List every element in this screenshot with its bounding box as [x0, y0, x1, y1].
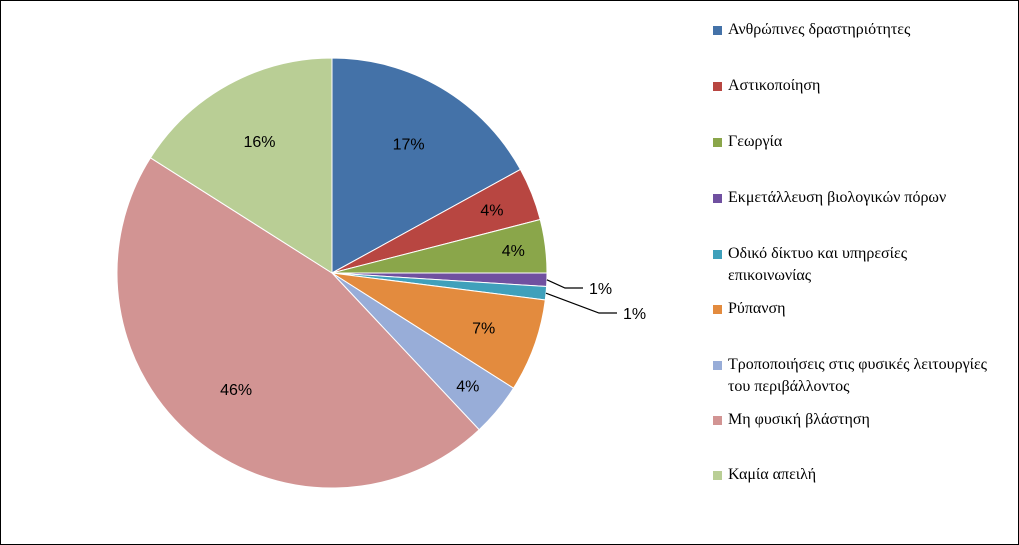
slice-data-label: 4% — [480, 203, 503, 220]
legend-swatch — [713, 82, 722, 91]
legend: Ανθρώπινες δραστηριότητες Αστικοποίηση Γεω… — [713, 19, 1013, 519]
legend-label: Αστικοποίηση — [728, 77, 821, 94]
slice-data-label: 4% — [456, 378, 479, 395]
legend-swatch — [713, 194, 722, 203]
leader-line — [545, 292, 617, 314]
legend-label: Μη φυσική βλάστηση — [728, 411, 870, 428]
legend-label: Γεωργία — [728, 133, 783, 150]
slice-data-label: 4% — [502, 243, 525, 260]
pie-slice — [116, 157, 480, 489]
legend-label: Οδικό δίκτυο και υπηρεσίες επικοινωνίας — [728, 245, 908, 284]
legend-swatch — [713, 26, 722, 35]
pie-slice — [331, 57, 522, 274]
slice-data-label: 17% — [393, 137, 425, 154]
slice-data-label: 16% — [243, 134, 275, 151]
legend-label: Καμία απειλή — [728, 466, 817, 483]
legend-swatch — [713, 471, 722, 480]
legend-swatch — [713, 250, 722, 259]
legend-swatch — [713, 305, 722, 314]
slice-data-label: 1% — [589, 281, 612, 298]
legend-label: Ρύπανση — [728, 300, 786, 317]
legend-swatch — [713, 361, 722, 370]
slice-data-label: 1% — [623, 306, 646, 323]
legend-label: Εκμετάλλευση βιολογικών πόρων — [728, 189, 947, 206]
legend-label: Τροποποιήσεις στις φυσικές λειτουργίες τ… — [728, 356, 988, 395]
legend-label: Ανθρώπινες δραστηριότητες — [728, 21, 911, 38]
pie-slice — [149, 57, 333, 274]
legend-swatch — [713, 138, 722, 147]
leader-line — [546, 279, 583, 289]
slice-data-label: 46% — [220, 382, 252, 399]
legend-swatch — [713, 416, 722, 425]
slice-data-label: 7% — [472, 321, 495, 338]
